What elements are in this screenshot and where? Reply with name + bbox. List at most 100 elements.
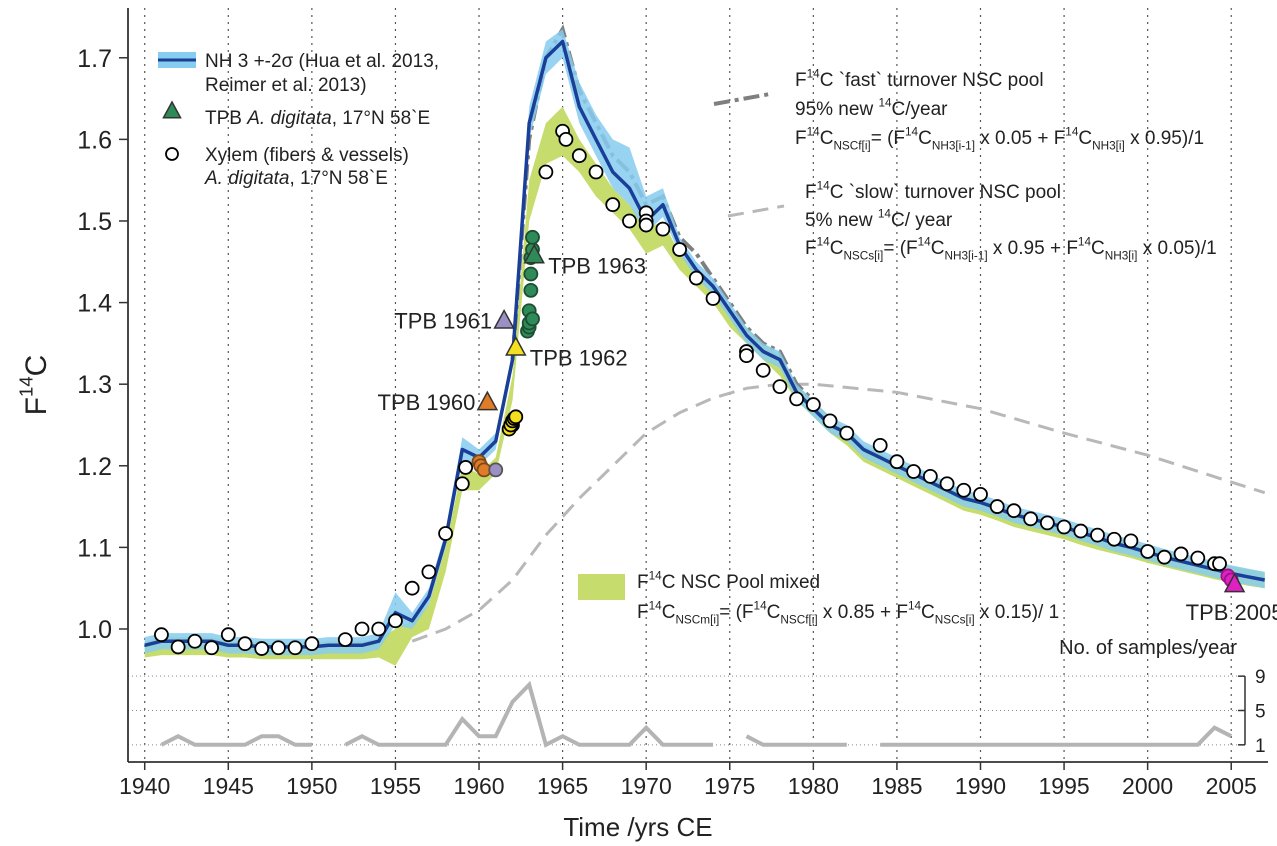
- x-tick-label: 1960: [453, 773, 504, 799]
- y2-tick-label: 1: [1255, 736, 1266, 757]
- data-point: [304, 636, 320, 652]
- data-point: [454, 476, 470, 492]
- data-point: [705, 291, 721, 306]
- text-part: x 0.85 + F: [818, 602, 908, 623]
- data-point: [254, 641, 270, 656]
- superscript: 14: [918, 235, 932, 248]
- legend-label: F14CNSCf[i]= (F14CNH3[i-1] x 0.05 + F14C…: [795, 125, 1204, 152]
- data-point: [558, 131, 574, 147]
- data-point: [237, 636, 253, 652]
- data-point: [973, 486, 988, 502]
- data-point: [1073, 523, 1089, 539]
- data-point: [1156, 549, 1172, 565]
- data-point: [822, 413, 838, 429]
- data-point: [458, 460, 474, 475]
- legend-label: A. digitata, 17°N 58`E: [204, 168, 388, 189]
- superscript: 14: [649, 599, 663, 612]
- data-point: [421, 564, 437, 580]
- y-tick-label: 1.5: [77, 208, 112, 236]
- x-tick-label: 1995: [1038, 773, 1089, 799]
- legend-label: F14C NSC Pool mixed: [637, 569, 820, 593]
- text-part: x 0.95 + F: [988, 238, 1078, 259]
- legend-label: Xylem (fibers & vessels): [205, 145, 409, 166]
- legend-label: Reimer et al. 2013): [205, 75, 367, 96]
- subscript: NSCm[i]: [675, 614, 719, 627]
- x-tick-label: 1985: [871, 773, 922, 799]
- data-point: [672, 242, 688, 257]
- x-tick-label: 1950: [286, 773, 337, 799]
- triangle-point: [1223, 572, 1246, 593]
- y-tick-label: 1.1: [77, 534, 112, 562]
- y-tick-label: 1.0: [77, 616, 112, 644]
- data-point: [622, 213, 637, 229]
- text-part: = (F: [883, 238, 917, 259]
- x-tick-label: 1965: [537, 773, 588, 799]
- data-point: [956, 482, 972, 498]
- data-point: [388, 613, 403, 629]
- data-point: [508, 409, 524, 425]
- data-point: [525, 229, 540, 245]
- subscript: NH3[i-1]: [944, 250, 987, 263]
- text-part: F: [805, 182, 817, 203]
- superscript: 14: [649, 569, 663, 582]
- superscript: 14: [807, 67, 821, 80]
- y-tick-label: 1.6: [77, 126, 112, 154]
- data-point: [438, 526, 453, 541]
- point-label: TPB 1962: [530, 345, 628, 370]
- text-part: F: [637, 602, 649, 623]
- text-part: F: [795, 128, 807, 149]
- x-tick-label: 2005: [1206, 773, 1257, 799]
- legend-label: NH 3 +-2σ (Hua et al. 2013,: [205, 51, 439, 72]
- text-part: C: [662, 602, 676, 623]
- text-part: C: [820, 128, 834, 149]
- data-point: [220, 627, 236, 643]
- x-tick-label: 2000: [1122, 773, 1173, 799]
- data-point: [939, 476, 955, 492]
- text-part: C/year: [892, 99, 949, 120]
- legend-label: F14C `slow` turnover NSC pool: [805, 179, 1061, 203]
- legend-triangle: [162, 100, 182, 119]
- data-point: [271, 640, 286, 656]
- superscript: 14: [908, 599, 922, 612]
- text-part: F: [20, 397, 53, 415]
- text-part: C: [20, 355, 53, 377]
- data-point: [922, 468, 938, 484]
- x-tick-label: 1940: [119, 773, 170, 799]
- triangle-point: [523, 243, 545, 264]
- data-point: [588, 164, 604, 180]
- x-tick-label: 1990: [955, 773, 1006, 799]
- data-point: [538, 164, 554, 180]
- text-part: = (F: [719, 602, 753, 623]
- legend-line: [713, 92, 771, 106]
- text-part: C: [767, 602, 781, 623]
- superscript: 14: [817, 179, 831, 192]
- text-part: C: [1078, 128, 1092, 149]
- data-point: [354, 621, 370, 637]
- text-part: x 0.05 + F: [975, 128, 1065, 149]
- text-part: C/ year: [891, 210, 953, 231]
- data-point: [839, 425, 855, 441]
- data-point: [872, 437, 888, 453]
- data-point: [805, 397, 821, 412]
- data-point: [571, 148, 587, 164]
- data-point: [1106, 531, 1122, 547]
- data-point: [772, 379, 788, 395]
- superscript: 14: [1078, 235, 1092, 248]
- data-point: [1006, 503, 1022, 519]
- slow-pool-line: [411, 382, 1266, 643]
- data-point: [638, 217, 654, 233]
- triangle-point: [476, 390, 499, 411]
- point-label: TPB 1961: [394, 309, 492, 334]
- data-point: [889, 454, 905, 470]
- legend-circle: [165, 147, 179, 161]
- triangle-point: [493, 308, 515, 329]
- subscript: NH3[i]: [1105, 250, 1138, 263]
- data-point: [1173, 546, 1189, 562]
- legend-label: F14C `fast` turnover NSC pool: [795, 67, 1044, 91]
- superscript: 14: [878, 207, 892, 220]
- data-point: [989, 499, 1005, 514]
- text-part: C: [830, 238, 844, 259]
- triangle-point: [505, 335, 527, 356]
- text-part: C `fast` turnover NSC pool: [820, 70, 1044, 91]
- text-part: F: [637, 572, 649, 593]
